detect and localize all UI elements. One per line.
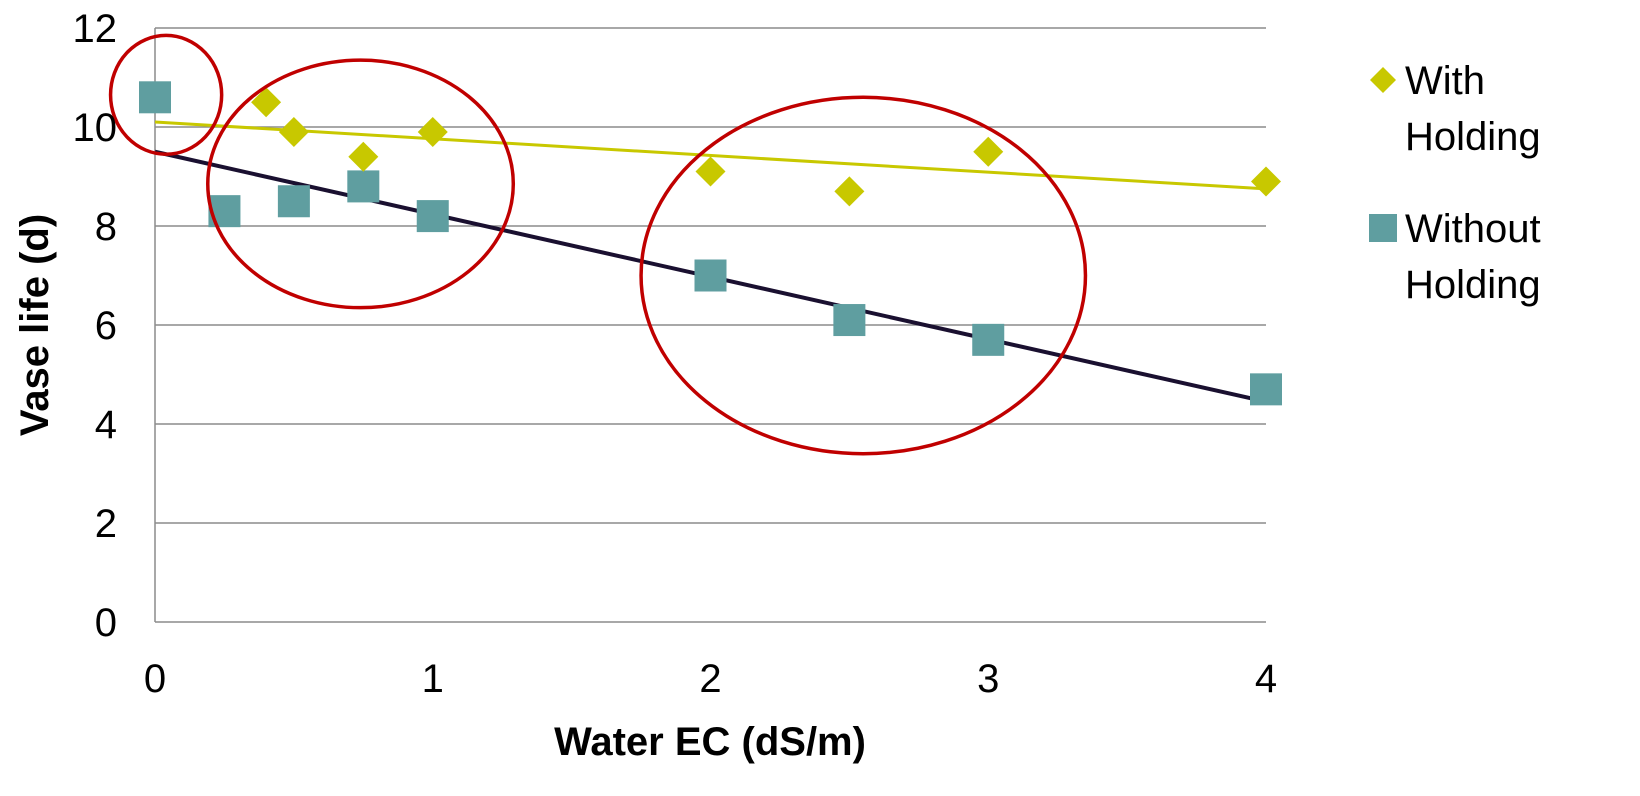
data-point-square <box>139 81 171 114</box>
y-tick-label: 6 <box>95 304 117 348</box>
y-tick-label: 0 <box>95 601 117 645</box>
data-point-diamond <box>834 176 865 207</box>
data-point-diamond <box>278 116 309 147</box>
data-point-square <box>1250 373 1282 406</box>
legend-label: Without <box>1405 207 1541 251</box>
axes <box>154 28 1266 623</box>
highlight-ellipse <box>108 33 224 156</box>
gridlines <box>155 27 1266 524</box>
x-axis-title: Water EC (dS/m) <box>554 720 866 764</box>
highlight-ellipse <box>206 58 516 310</box>
data-point-diamond <box>251 87 282 118</box>
y-tick-label: 4 <box>95 403 117 447</box>
legend-item: With Holding <box>1370 59 1541 159</box>
data-point-square <box>972 323 1005 356</box>
data-point-square <box>694 259 727 292</box>
legend-label: With <box>1405 59 1485 103</box>
data-point-diamond <box>973 136 1004 167</box>
y-tick-label: 8 <box>95 205 117 249</box>
legend-label: Holding <box>1405 115 1541 159</box>
legend: With Holding Without Holding <box>1369 59 1541 307</box>
x-tick-label: 4 <box>1255 657 1277 701</box>
data-point-square <box>416 200 449 233</box>
y-tick-label: 10 <box>73 106 118 150</box>
x-tick-label: 3 <box>977 657 999 701</box>
y-tick-label: 12 <box>73 7 118 51</box>
data-point-diamond <box>348 141 379 172</box>
data-point-square <box>347 170 380 203</box>
data-point-square <box>833 304 866 337</box>
data-point-diamond <box>1251 166 1281 197</box>
data-point-diamond <box>1370 67 1396 93</box>
data-point-square <box>277 185 310 218</box>
y-axis-title: Vase life (d) <box>13 214 57 436</box>
y-tick-label: 2 <box>95 502 117 546</box>
data-point-diamond <box>695 156 726 187</box>
highlight-ellipse <box>639 95 1088 456</box>
legend-item: Without Holding <box>1369 207 1541 307</box>
x-tick-label: 0 <box>144 657 166 701</box>
data-point-square <box>1369 214 1397 242</box>
legend-label: Holding <box>1405 263 1541 307</box>
trendline <box>154 120 1267 191</box>
x-tick-label: 2 <box>699 657 721 701</box>
annotation-ellipses <box>108 33 1088 456</box>
data-point-diamond <box>417 116 448 147</box>
x-tick-label: 1 <box>422 657 444 701</box>
